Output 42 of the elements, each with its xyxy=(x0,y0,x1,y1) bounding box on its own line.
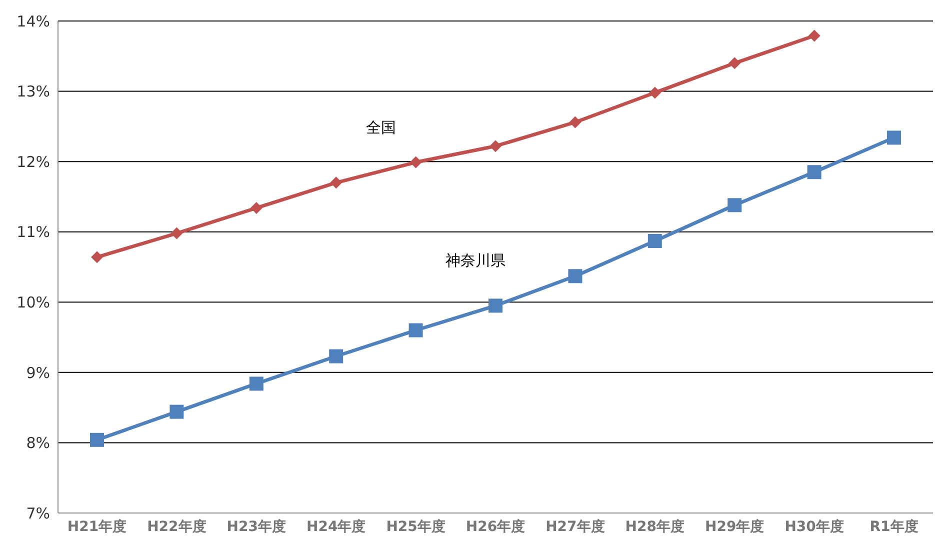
x-tick-label: H27年度 xyxy=(546,518,605,535)
point xyxy=(90,432,104,447)
x-tick-label: H21年度 xyxy=(67,518,127,535)
point xyxy=(91,251,103,264)
x-tick-label: H28年度 xyxy=(625,518,684,535)
point xyxy=(170,227,183,240)
point xyxy=(250,202,262,214)
x-tick-label: H23年度 xyxy=(226,518,286,535)
point xyxy=(488,298,502,313)
point xyxy=(330,176,342,189)
series-label: 全国 xyxy=(366,118,396,136)
y-tick-label: 8% xyxy=(26,434,50,452)
y-tick-label: 11% xyxy=(16,223,50,242)
point xyxy=(648,234,662,248)
y-tick-label: 14% xyxy=(16,12,50,30)
y-tick-label: 7% xyxy=(26,504,50,522)
point xyxy=(490,140,502,152)
x-tick-label: H24年度 xyxy=(306,518,366,535)
series-label: 神奈川県 xyxy=(446,252,506,270)
x-tick-label: H22年度 xyxy=(147,518,206,535)
x-tick-label: R1年度 xyxy=(870,518,918,535)
y-tick-label: 13% xyxy=(16,82,50,101)
x-tick-label: H29年度 xyxy=(705,518,764,535)
point xyxy=(648,86,661,99)
point xyxy=(728,198,742,212)
point xyxy=(170,404,184,419)
point xyxy=(408,323,423,338)
y-tick-label: 12% xyxy=(16,152,50,171)
point xyxy=(887,130,901,145)
point xyxy=(807,165,822,180)
y-tick-label: 9% xyxy=(26,364,50,382)
x-tick-label: H25年度 xyxy=(386,518,446,535)
y-tick-label: 10% xyxy=(16,293,50,312)
x-tick-label: H30年度 xyxy=(784,518,844,535)
point xyxy=(329,349,344,364)
point xyxy=(728,57,741,70)
point xyxy=(569,116,582,128)
x-tick-label: H26年度 xyxy=(466,518,526,535)
point xyxy=(808,30,820,42)
point xyxy=(410,156,422,168)
point xyxy=(568,269,582,284)
point xyxy=(249,376,264,391)
